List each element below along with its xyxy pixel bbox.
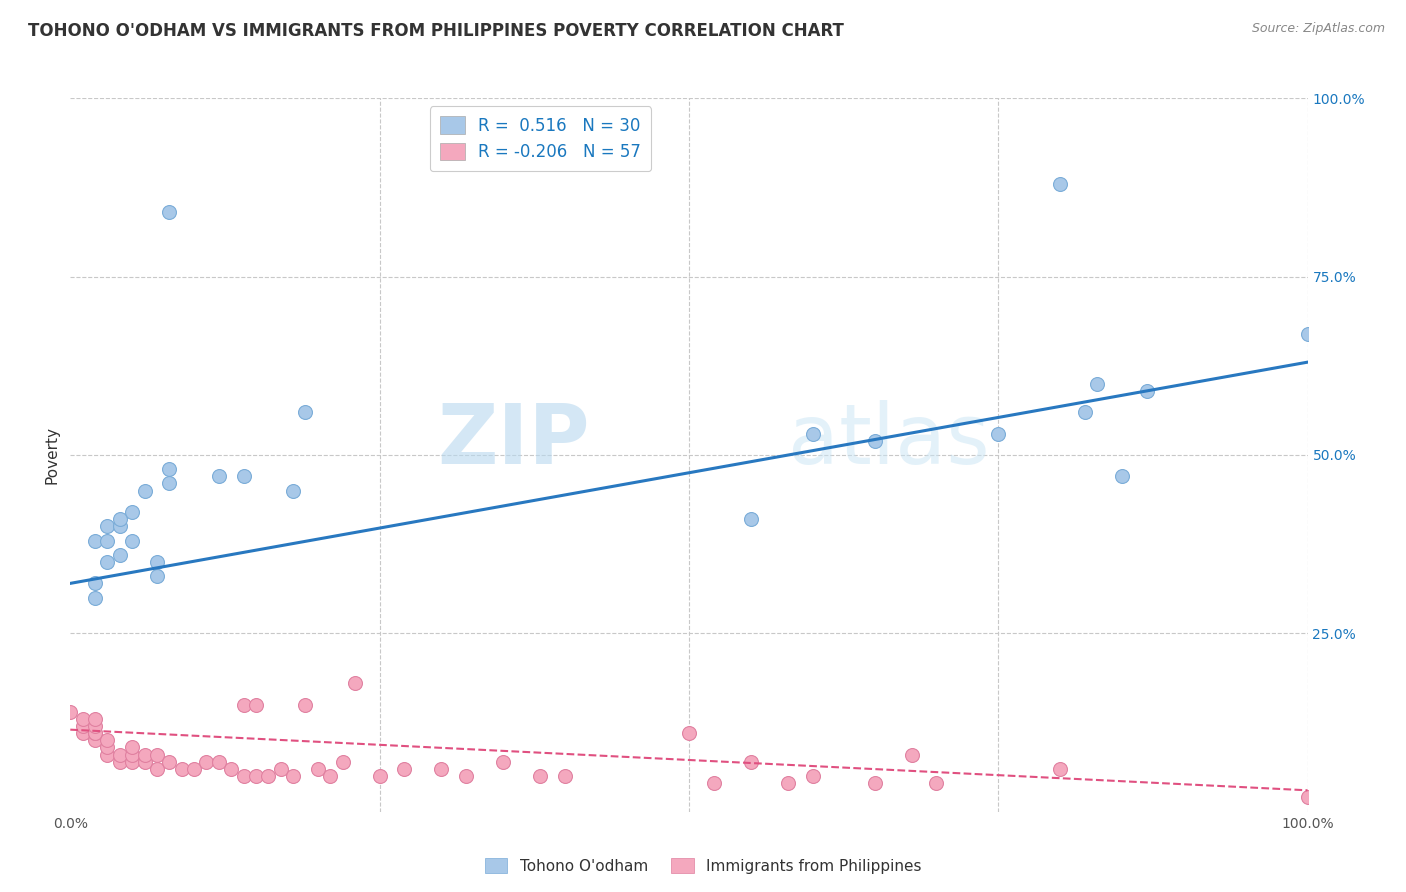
Point — [96, 555, 118, 569]
Point — [1296, 790, 1319, 805]
Point — [208, 755, 231, 769]
Point — [84, 733, 107, 747]
Point — [108, 519, 131, 533]
Legend: Tohono O'odham, Immigrants from Philippines: Tohono O'odham, Immigrants from Philippi… — [478, 852, 928, 880]
Point — [195, 755, 218, 769]
Point — [157, 462, 180, 476]
Point — [430, 762, 453, 776]
Point — [1085, 376, 1108, 391]
Point — [294, 698, 316, 712]
Point — [146, 762, 169, 776]
Point — [554, 769, 576, 783]
Point — [801, 426, 824, 441]
Point — [307, 762, 329, 776]
Point — [108, 512, 131, 526]
Point — [96, 733, 118, 747]
Point — [84, 726, 107, 740]
Text: Source: ZipAtlas.com: Source: ZipAtlas.com — [1251, 22, 1385, 36]
Point — [121, 747, 143, 762]
Point — [492, 755, 515, 769]
Point — [232, 698, 254, 712]
Point — [84, 726, 107, 740]
Point — [678, 726, 700, 740]
Point — [529, 769, 551, 783]
Point — [72, 712, 94, 726]
Point — [319, 769, 342, 783]
Point — [170, 762, 193, 776]
Text: ZIP: ZIP — [437, 401, 591, 481]
Point — [108, 755, 131, 769]
Point — [146, 555, 169, 569]
Point — [245, 698, 267, 712]
Point — [134, 747, 156, 762]
Point — [121, 740, 143, 755]
Point — [96, 740, 118, 755]
Point — [1296, 326, 1319, 341]
Point — [96, 519, 118, 533]
Legend: R =  0.516   N = 30, R = -0.206   N = 57: R = 0.516 N = 30, R = -0.206 N = 57 — [430, 106, 651, 171]
Point — [801, 769, 824, 783]
Point — [1074, 405, 1097, 419]
Point — [134, 755, 156, 769]
Point — [121, 755, 143, 769]
Point — [368, 769, 391, 783]
Point — [84, 533, 107, 548]
Point — [925, 776, 948, 790]
Point — [1136, 384, 1159, 398]
Point — [157, 205, 180, 219]
Point — [96, 533, 118, 548]
Point — [257, 769, 280, 783]
Point — [108, 747, 131, 762]
Point — [183, 762, 205, 776]
Point — [84, 591, 107, 605]
Point — [281, 769, 304, 783]
Text: atlas: atlas — [787, 401, 990, 481]
Point — [134, 483, 156, 498]
Point — [863, 776, 886, 790]
Point — [281, 483, 304, 498]
Point — [740, 755, 762, 769]
Point — [146, 747, 169, 762]
Text: TOHONO O'ODHAM VS IMMIGRANTS FROM PHILIPPINES POVERTY CORRELATION CHART: TOHONO O'ODHAM VS IMMIGRANTS FROM PHILIP… — [28, 22, 844, 40]
Point — [72, 719, 94, 733]
Point — [270, 762, 292, 776]
Point — [146, 569, 169, 583]
Point — [96, 747, 118, 762]
Point — [59, 705, 82, 719]
Point — [332, 755, 354, 769]
Point — [157, 476, 180, 491]
Point — [219, 762, 242, 776]
Point — [84, 576, 107, 591]
Point — [1049, 177, 1071, 191]
Point — [157, 755, 180, 769]
Point — [208, 469, 231, 483]
Point — [343, 676, 366, 690]
Point — [294, 405, 316, 419]
Point — [776, 776, 799, 790]
Point — [703, 776, 725, 790]
Point — [394, 762, 416, 776]
Point — [121, 505, 143, 519]
Point — [987, 426, 1010, 441]
Point — [245, 769, 267, 783]
Point — [1049, 762, 1071, 776]
Point — [84, 712, 107, 726]
Point — [232, 769, 254, 783]
Point — [108, 548, 131, 562]
Point — [1111, 469, 1133, 483]
Point — [121, 533, 143, 548]
Point — [900, 747, 922, 762]
Point — [740, 512, 762, 526]
Y-axis label: Poverty: Poverty — [45, 425, 60, 484]
Point — [84, 719, 107, 733]
Point — [232, 469, 254, 483]
Point — [863, 434, 886, 448]
Point — [72, 726, 94, 740]
Point — [456, 769, 478, 783]
